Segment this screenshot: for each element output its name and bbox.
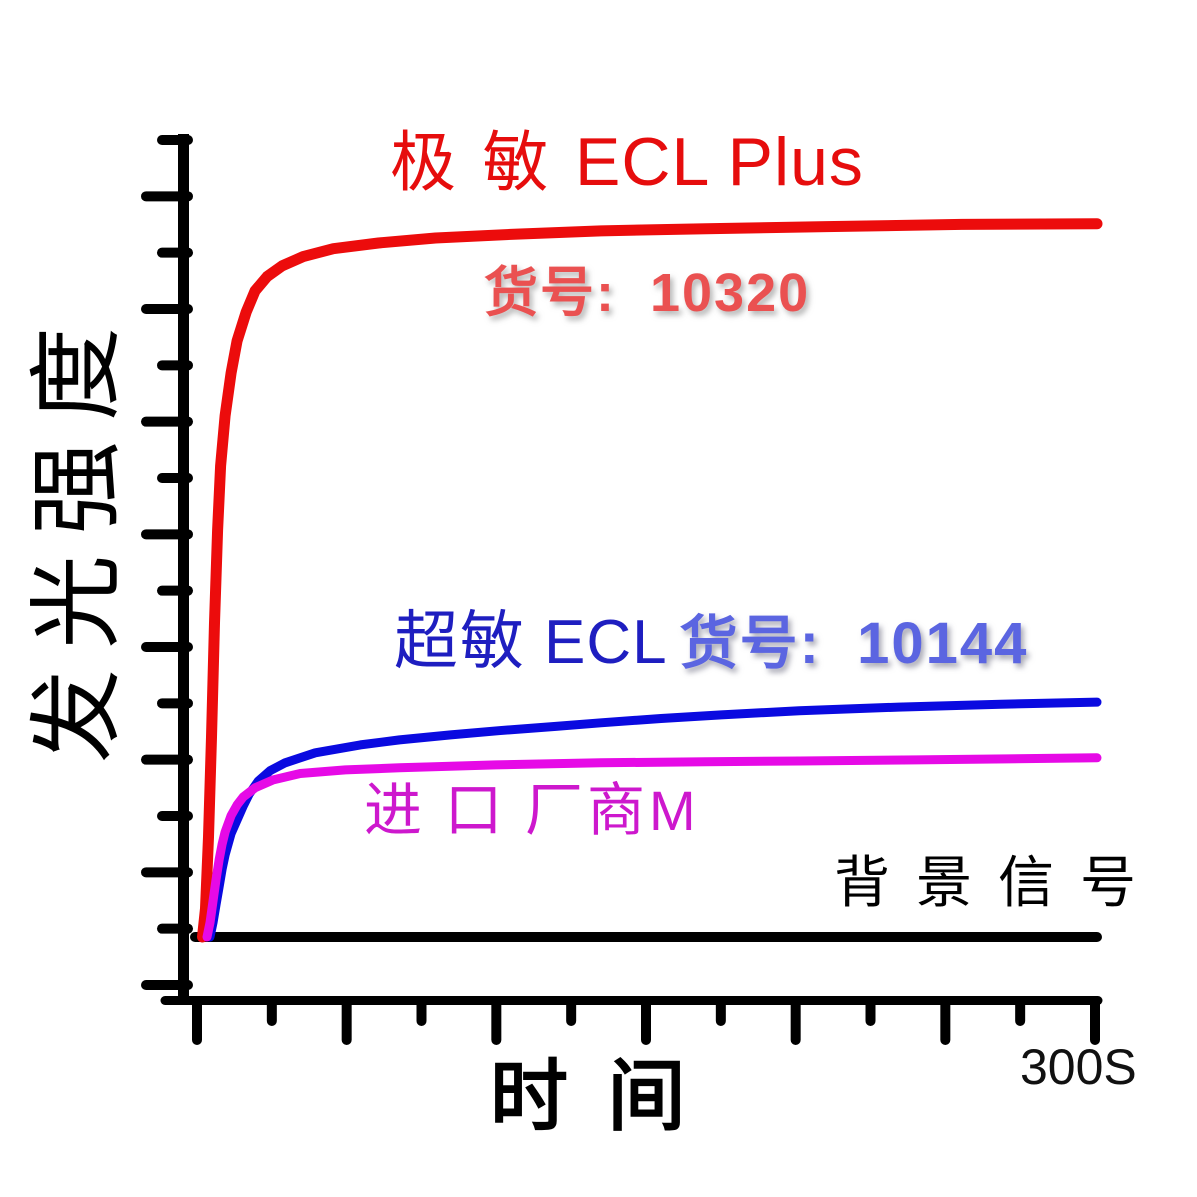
sku-label-10144: 货号: 10144 [679,611,1029,676]
series-label-ecl-plus: 极 敏 ECL Plus [390,128,864,197]
sku-label-10320: 货号: 10320 [484,263,811,323]
series-label-ecl-plus-en: ECL Plus [575,124,864,200]
series-label-imported-m: 进 口 厂商M [364,782,700,840]
series-label-imported-m-zh: 进 口 厂商 [364,778,650,843]
curve-ecl [205,697,1102,942]
x-axis-end-tick-label: 300S [1020,1039,1137,1095]
series-label-ecl-en: ECL [544,608,668,677]
curve-imported-m [202,753,1102,942]
series-label-imported-m-en: M [649,779,700,842]
y-axis-title: 发光强度 [26,306,130,764]
x-axis-title: 时 间 [490,1053,696,1140]
series-label-ecl-plus-zh: 极 敏 [390,127,575,200]
curve-ecl-plus [197,218,1103,943]
series-label-ecl: 超敏 ECL 货号: 10144 [394,610,1028,674]
series-label-ecl-zh: 超敏 [394,606,544,677]
series-label-background: 背 景 信 号 [834,853,1142,915]
